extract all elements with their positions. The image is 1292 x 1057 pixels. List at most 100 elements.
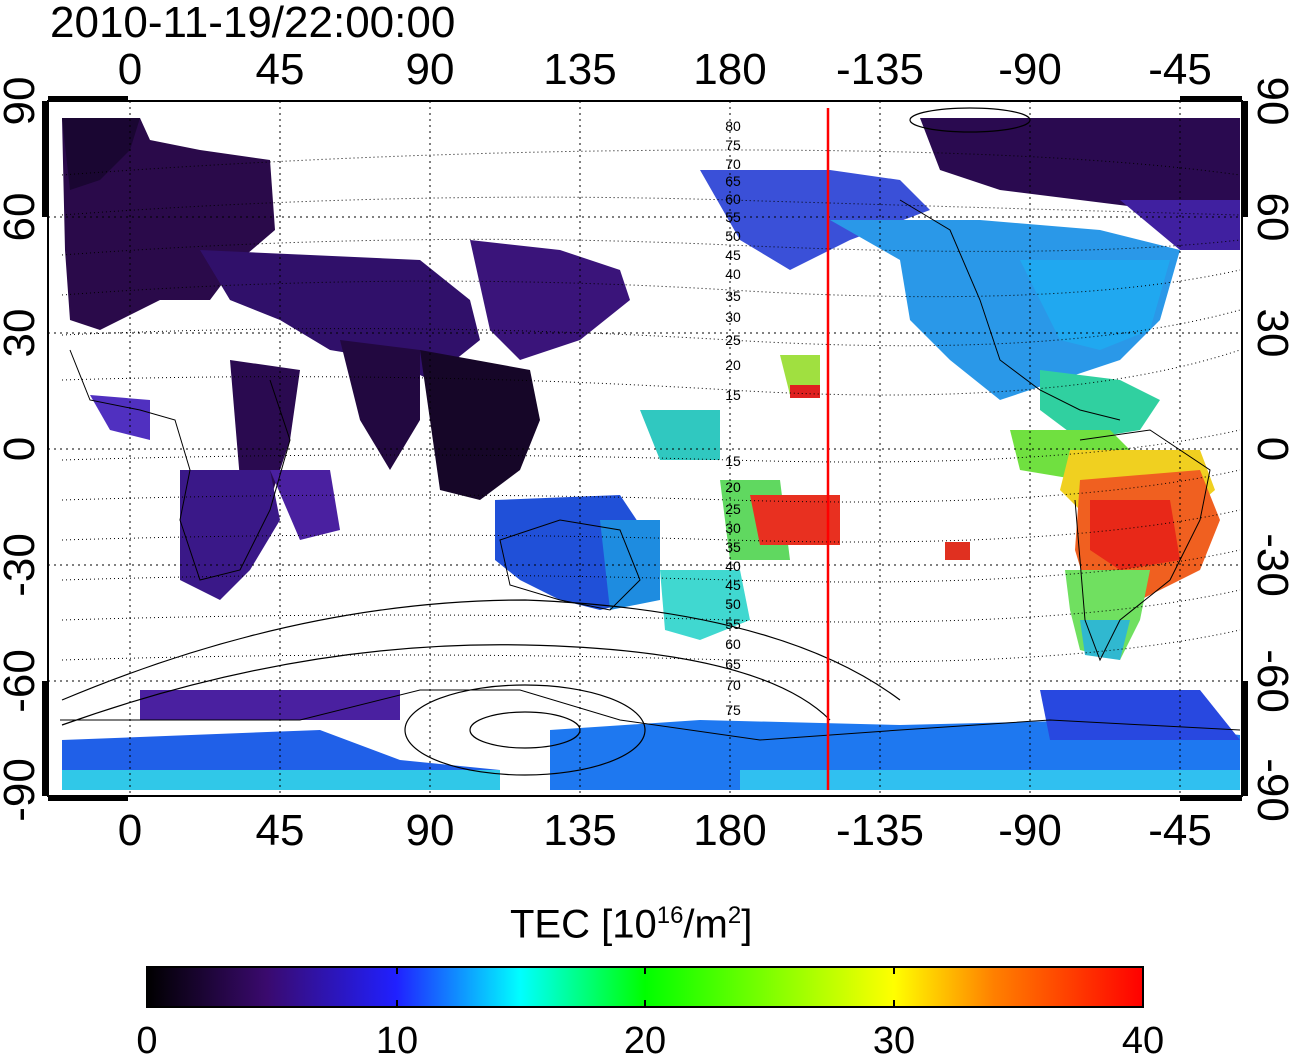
colorbar-title-unit: /m: [683, 902, 728, 947]
lon-tick-top: 90: [406, 45, 455, 94]
mlat-label-south: 50: [725, 596, 741, 612]
frame-ticks: [42, 96, 1248, 801]
mlat-label-north: 15: [725, 387, 741, 403]
south-magnetic-pole-contours: [61, 107, 1031, 776]
mlat-label-south: 75: [725, 702, 741, 718]
lat-tick-left: -30: [0, 533, 44, 597]
colorbar-tick-label: 20: [624, 1020, 666, 1057]
lon-tick-top: 135: [543, 45, 616, 94]
tec-region-south-pacific-hot: [750, 495, 840, 545]
mlat-label-south: 45: [725, 577, 741, 593]
tec-region-east-asia: [470, 240, 630, 360]
lat-tick-left: 60: [0, 193, 44, 242]
tec-region-north-america-east: [1020, 260, 1170, 350]
tec-region-south-ocean-purple: [140, 690, 400, 720]
colorbar: 0 10 20 30 40: [136, 966, 1164, 1057]
mlat-label-north: 25: [725, 332, 741, 348]
mlat-label-north: 60: [725, 191, 741, 207]
colorbar-title: TEC [1016/m2]: [510, 902, 752, 947]
tec-region-africa-east: [230, 360, 300, 500]
lat-tick-right: -90: [1248, 758, 1292, 822]
tec-region-europe-north: [62, 118, 140, 190]
lon-tick-bottom: 90: [406, 806, 455, 855]
tec-region-middle-east: [270, 470, 340, 540]
tec-region-pacific-islands: [640, 410, 720, 460]
tec-region-arctic-na: [920, 118, 1240, 210]
colorbar-title-exponent-2: 2: [727, 902, 742, 929]
lon-tick-top: -90: [998, 45, 1062, 94]
mlat-label-north: 40: [725, 266, 741, 282]
mlat-label-south: 15: [725, 453, 741, 469]
lat-tick-left: -90: [0, 758, 44, 822]
colorbar-tick-label: 30: [873, 1020, 915, 1057]
lat-tick-left: 30: [0, 309, 44, 358]
lon-tick-bottom: 45: [256, 806, 305, 855]
mlat-label-north: 45: [725, 247, 741, 263]
colorbar-tick-label: 40: [1122, 1020, 1164, 1057]
lon-tick-bottom: -45: [1148, 806, 1212, 855]
tec-region-africa-south: [180, 470, 280, 600]
lon-tick-top: -135: [836, 45, 924, 94]
lon-tick-top: 180: [693, 45, 766, 94]
mlat-label-north: 50: [725, 228, 741, 244]
lat-tick-left: 90: [0, 77, 44, 126]
lon-tick-bottom: 180: [693, 806, 766, 855]
colorbar-title-exponent: 16: [656, 902, 684, 929]
colorbar-title-end: ]: [741, 902, 753, 947]
mlat-label-north: 80: [725, 118, 741, 134]
mlat-label-south: 40: [725, 558, 741, 574]
colorbar-ticks: [396, 967, 895, 1007]
colorbar-title-main: TEC [10: [510, 902, 657, 947]
tec-region-india: [340, 340, 420, 470]
tec-region-antarctic-fringe: [62, 770, 500, 790]
tec-region-easter: [945, 542, 970, 560]
tec-map: 0 45 90 135 180 -135 -90 -45 0 45 90 135…: [0, 45, 1292, 855]
lat-tick-right: -60: [1248, 649, 1292, 713]
tec-region-antarctic-fringe-2: [740, 770, 1240, 790]
lat-ticks-right: 90 60 30 0 -30 -60 -90: [1248, 77, 1292, 822]
mlat-label-south: 35: [725, 539, 741, 555]
mlat-label-north: 70: [725, 156, 741, 172]
lat-tick-right: 90: [1248, 77, 1292, 126]
timestamp-title: 2010-11-19/22:00:00: [50, 0, 456, 47]
lat-tick-left: 0: [0, 437, 44, 461]
mlat-label-south: 20: [725, 479, 741, 495]
lon-tick-bottom: -135: [836, 806, 924, 855]
mlat-label-south: 60: [725, 636, 741, 652]
mlat-label-north: 75: [725, 137, 741, 153]
mlat-label-north: 55: [725, 209, 741, 225]
lat-tick-right: 30: [1248, 309, 1292, 358]
tec-region-alaska: [700, 170, 930, 270]
mlat-label-south: 55: [725, 616, 741, 632]
tec-region-africa-west: [90, 395, 150, 440]
lat-tick-right: 60: [1248, 193, 1292, 242]
lon-tick-bottom: -90: [998, 806, 1062, 855]
lon-tick-top: 45: [256, 45, 305, 94]
mlat-label-north: 65: [725, 173, 741, 189]
colorbar-labels: 0 10 20 30 40: [136, 1020, 1164, 1057]
mlat-label-south: 70: [725, 677, 741, 693]
mlat-label-north: 30: [725, 309, 741, 325]
tec-region-south-america-core: [1090, 500, 1180, 570]
lon-ticks-bottom: 0 45 90 135 180 -135 -90 -45: [118, 806, 1212, 855]
coastlines: [60, 199, 1241, 741]
colorbar-tick-label: 10: [376, 1020, 418, 1057]
lat-ticks-left: 90 60 30 0 -30 -60 -90: [0, 77, 44, 822]
lon-tick-top: 0: [118, 45, 142, 94]
lon-ticks-top: 0 45 90 135 180 -135 -90 -45: [118, 45, 1212, 94]
lat-tick-right: 0: [1248, 437, 1292, 461]
tec-region-hawaii-hot: [790, 385, 820, 398]
lat-tick-left: -60: [0, 649, 44, 713]
tec-region-central-america: [1040, 370, 1160, 440]
lon-tick-top: -45: [1148, 45, 1212, 94]
tec-region-southeast-asia: [420, 350, 540, 500]
grid-lines: [48, 100, 1242, 796]
mlat-label-north: 35: [725, 288, 741, 304]
mlat-label-south: 30: [725, 520, 741, 536]
lat-tick-right: -30: [1248, 533, 1292, 597]
mlat-label-south: 25: [725, 501, 741, 517]
tec-region-new-zealand: [660, 570, 750, 640]
magnetic-latitude-labels: 80 75 70 65 60 55 50 45 40 35 30 25 20 1…: [725, 118, 741, 718]
tec-region-asia-central: [200, 250, 480, 380]
lon-tick-bottom: 0: [118, 806, 142, 855]
